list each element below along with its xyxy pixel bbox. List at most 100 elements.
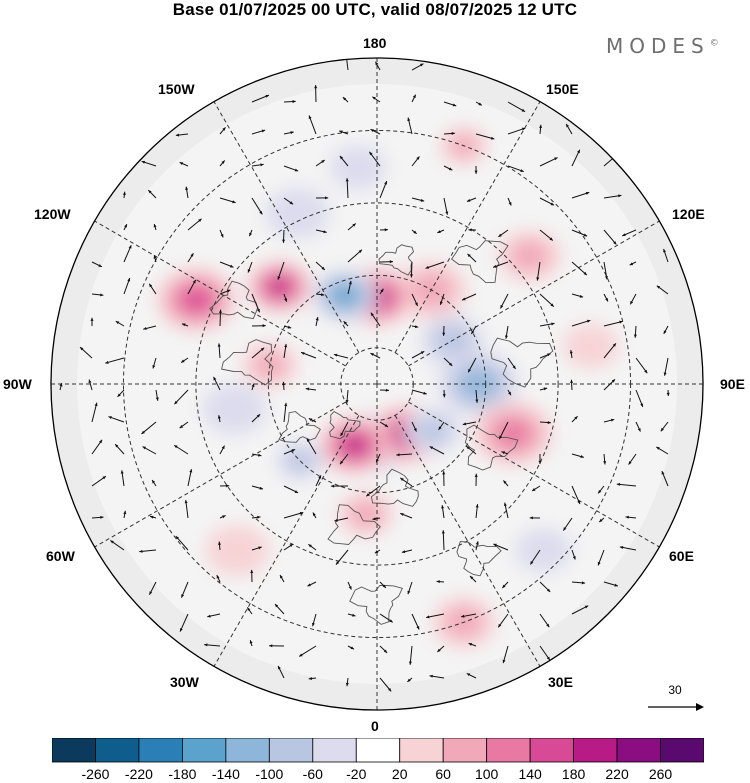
anomaly-contour xyxy=(510,240,549,272)
reference-vector: 30 xyxy=(640,683,710,717)
wind-arrow xyxy=(305,387,317,391)
wind-arrow xyxy=(91,402,98,423)
wind-arrow xyxy=(531,485,541,492)
wind-arrow xyxy=(187,469,193,487)
wind-arrow xyxy=(426,613,445,619)
wind-arrow xyxy=(117,389,125,398)
wind-arrow xyxy=(437,229,445,234)
wind-arrow xyxy=(498,421,509,440)
wind-arrow xyxy=(315,475,322,487)
colorbar-swatch xyxy=(95,738,140,763)
wind-arrow xyxy=(442,471,446,487)
wind-arrow xyxy=(282,381,286,391)
wind-arrow xyxy=(443,197,449,215)
wind-arrow xyxy=(597,485,605,494)
colorbar-swatch xyxy=(312,738,357,763)
wind-arrow xyxy=(217,541,222,551)
wind-arrow xyxy=(379,613,393,623)
wind-arrow xyxy=(569,350,573,359)
wind-arrow xyxy=(633,325,637,338)
colorbar-swatch xyxy=(442,738,488,763)
wind-arrow xyxy=(108,416,125,423)
lon-label-120w: 120W xyxy=(34,206,71,222)
wind-arrow xyxy=(493,543,509,551)
wind-arrow xyxy=(219,515,226,519)
wind-arrow xyxy=(466,445,477,455)
wind-arrow xyxy=(142,446,157,455)
wind-arrow xyxy=(443,101,457,107)
wind-arrow xyxy=(179,161,189,167)
wind-arrow xyxy=(307,581,317,587)
wind-arrow xyxy=(123,510,127,519)
wind-arrow xyxy=(114,443,125,455)
wind-arrow xyxy=(308,115,317,135)
modes-logo: MODES© xyxy=(606,34,719,58)
wind-arrow xyxy=(529,516,541,520)
colorbar-tick-label: -180 xyxy=(168,766,197,782)
wind-arrow xyxy=(539,645,551,661)
wind-arrow xyxy=(248,229,253,237)
wind-arrow xyxy=(628,453,637,465)
wind-arrow xyxy=(539,293,555,308)
wind-arrow xyxy=(219,197,236,204)
wind-arrow xyxy=(283,448,296,455)
wind-arrow xyxy=(283,343,288,359)
meridian-line xyxy=(394,415,550,683)
colorbar-tick-label: 220 xyxy=(605,766,629,782)
wind-arrow xyxy=(656,446,669,455)
wind-arrow xyxy=(374,61,381,71)
wind-arrow xyxy=(441,505,445,519)
wind-arrow xyxy=(501,451,509,455)
wind-arrow xyxy=(213,376,221,391)
wind-arrow xyxy=(249,640,253,647)
wind-arrow xyxy=(282,229,286,243)
wind-arrow xyxy=(345,389,349,404)
wind-arrow xyxy=(411,613,420,630)
colorbar-tick-label: 60 xyxy=(435,766,451,782)
wind-arrow xyxy=(603,229,617,245)
wind-arrow xyxy=(342,96,349,103)
wind-arrow xyxy=(277,665,285,679)
wind-arrow xyxy=(115,320,125,327)
wind-arrow xyxy=(173,444,189,455)
wind-arrow xyxy=(539,157,558,167)
wind-arrow xyxy=(152,357,157,369)
wind-arrow xyxy=(437,645,445,653)
wind-arrow xyxy=(468,228,477,232)
anomaly-contour xyxy=(496,419,531,448)
wind-vectors xyxy=(59,58,670,692)
wind-arrow xyxy=(219,445,225,455)
colorbar-swatch xyxy=(181,738,227,763)
wind-arrow xyxy=(153,255,157,263)
wind-arrow xyxy=(283,197,294,205)
wind-arrow xyxy=(375,453,381,463)
wind-arrow xyxy=(333,353,349,359)
colorbar xyxy=(52,738,704,763)
colorbar-tick-label: 20 xyxy=(391,766,408,782)
colorbar-tick-label: -260 xyxy=(81,766,110,782)
wind-arrow xyxy=(539,353,551,359)
wind-arrow xyxy=(91,261,103,268)
colorbar-swatch xyxy=(268,738,314,763)
wind-arrow xyxy=(372,96,381,103)
colorbar-tick-label: 140 xyxy=(518,766,542,782)
wind-arrow xyxy=(467,357,477,373)
map-boundary xyxy=(50,57,704,711)
wind-arrow xyxy=(148,283,157,295)
wind-arrow xyxy=(502,645,509,664)
wind-arrow xyxy=(123,223,128,231)
colorbar-swatch xyxy=(225,738,270,763)
wind-arrow xyxy=(379,421,389,428)
anomaly-contour xyxy=(348,500,383,528)
wind-arrow xyxy=(507,165,524,173)
reference-arrow-icon xyxy=(648,703,704,711)
wind-arrow xyxy=(315,229,327,234)
wind-arrow xyxy=(219,289,231,295)
wind-arrow xyxy=(179,613,189,632)
meridian-line xyxy=(204,415,360,683)
wind-arrow xyxy=(347,581,352,590)
wind-arrow xyxy=(251,515,261,519)
wind-arrow xyxy=(207,613,221,618)
wind-arrow xyxy=(603,293,609,302)
wind-arrow xyxy=(571,549,576,560)
